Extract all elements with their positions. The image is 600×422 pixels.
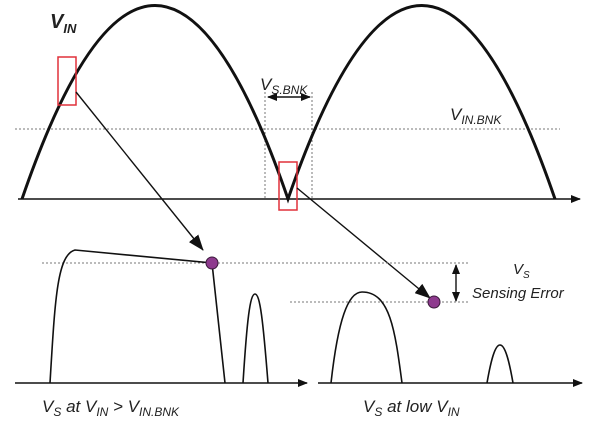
vs-waveform-low [330, 291, 403, 384]
vin-bnk-label: VIN.BNK [450, 105, 502, 127]
vs-pulse-high [242, 293, 269, 384]
vs-bnk-label: VS.BNK [260, 75, 308, 97]
highlight-box-low [278, 161, 298, 211]
vs-error-label: VS [513, 261, 530, 281]
rectified-sine-vin [20, 4, 557, 204]
sample-dot-low [427, 295, 441, 309]
sample-dot-high [205, 256, 219, 270]
vs-pulse-low [486, 344, 514, 384]
sensing-error-label: Sensing Error [472, 285, 565, 302]
vs-waveform-high [49, 249, 226, 384]
vin-label: VIN [50, 11, 77, 36]
caption-left: VS at VIN > VIN.BNK [42, 397, 180, 419]
caption-right: VS at low VIN [363, 397, 460, 419]
highlight-box-high [57, 56, 77, 106]
zoom-arrow-low [296, 187, 431, 299]
zoom-arrow-high [75, 91, 204, 251]
